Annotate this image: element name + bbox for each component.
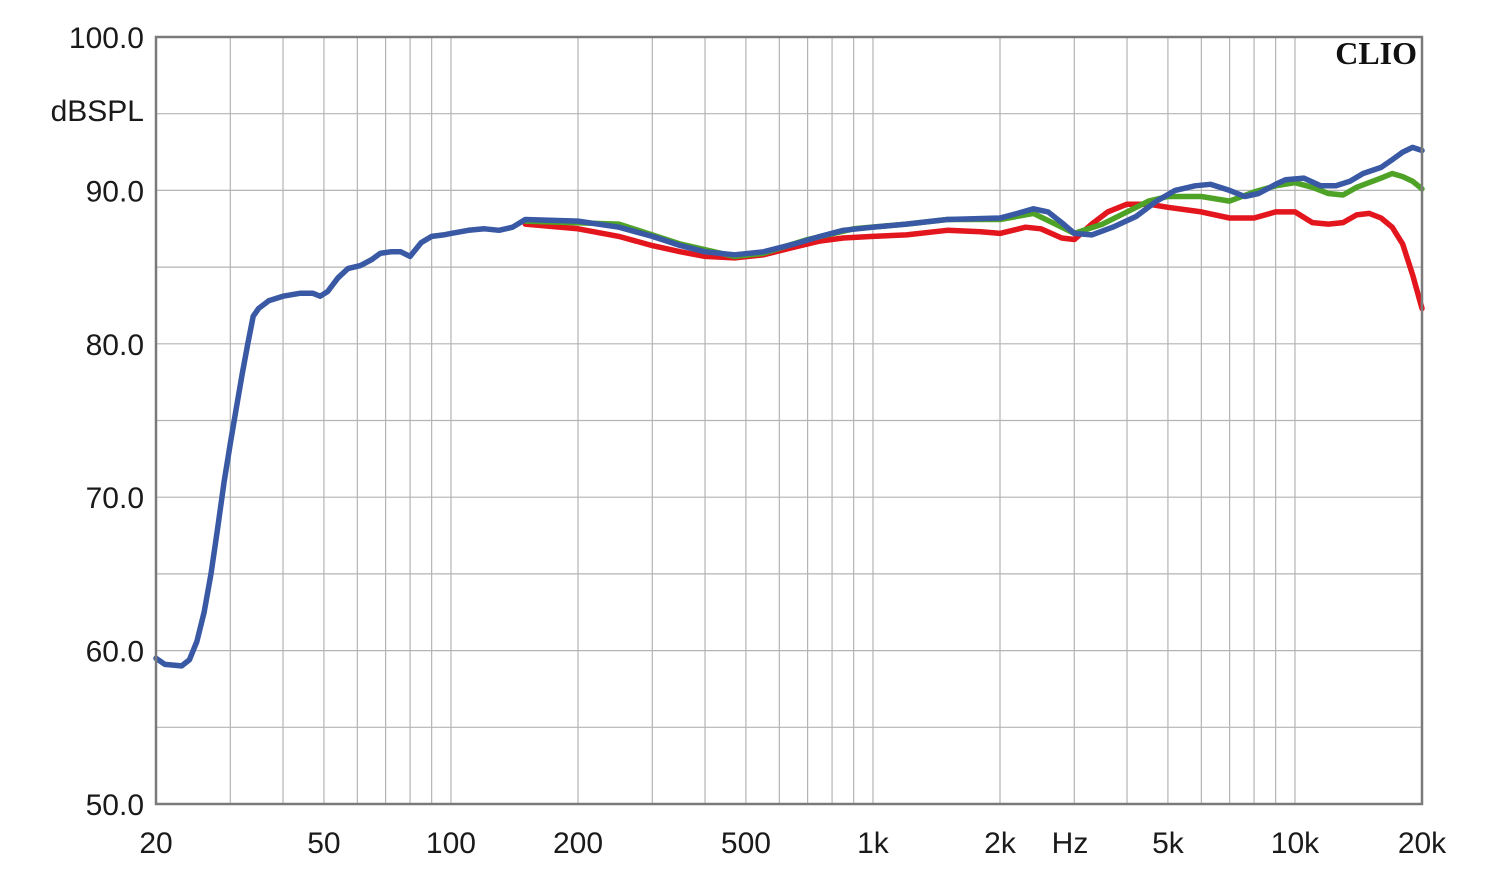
clio-brand-label: CLIO <box>1335 35 1417 71</box>
y-tick-labels: 50.0 60.0 70.0 80.0 90.0 100.0 <box>69 22 144 822</box>
x-tick-label: 20k <box>1398 827 1447 860</box>
x-tick-label: 100 <box>426 827 476 860</box>
x-tick-label: 200 <box>553 827 603 860</box>
x-tick-label: 5k <box>1152 827 1185 860</box>
y-tick-label: 60.0 <box>86 636 144 669</box>
y-axis-label: dBSPL <box>51 95 144 128</box>
series-line-3 <box>153 144 1425 669</box>
x-tick-label: 2k <box>984 827 1017 860</box>
y-tick-label: 50.0 <box>86 789 144 822</box>
x-tick-label: 50 <box>307 827 340 860</box>
y-tick-label: 70.0 <box>86 482 144 515</box>
y-tick-label: 90.0 <box>86 175 144 208</box>
x-tick-label: 500 <box>721 827 771 860</box>
x-tick-label: 20 <box>139 827 172 860</box>
y-tick-label: 100.0 <box>69 22 144 55</box>
x-tick-label: 10k <box>1271 827 1320 860</box>
plot-frame <box>154 35 1424 806</box>
series-line-2 <box>522 170 1425 260</box>
y-tick-label: 80.0 <box>86 329 144 362</box>
x-tick-label: 1k <box>857 827 890 860</box>
x-axis-label: Hz <box>1052 827 1089 860</box>
grid <box>156 37 1422 804</box>
x-tick-labels: 20 50 100 200 500 1k 2k 5k 10k 20k <box>139 827 1447 860</box>
series-group <box>153 144 1425 669</box>
